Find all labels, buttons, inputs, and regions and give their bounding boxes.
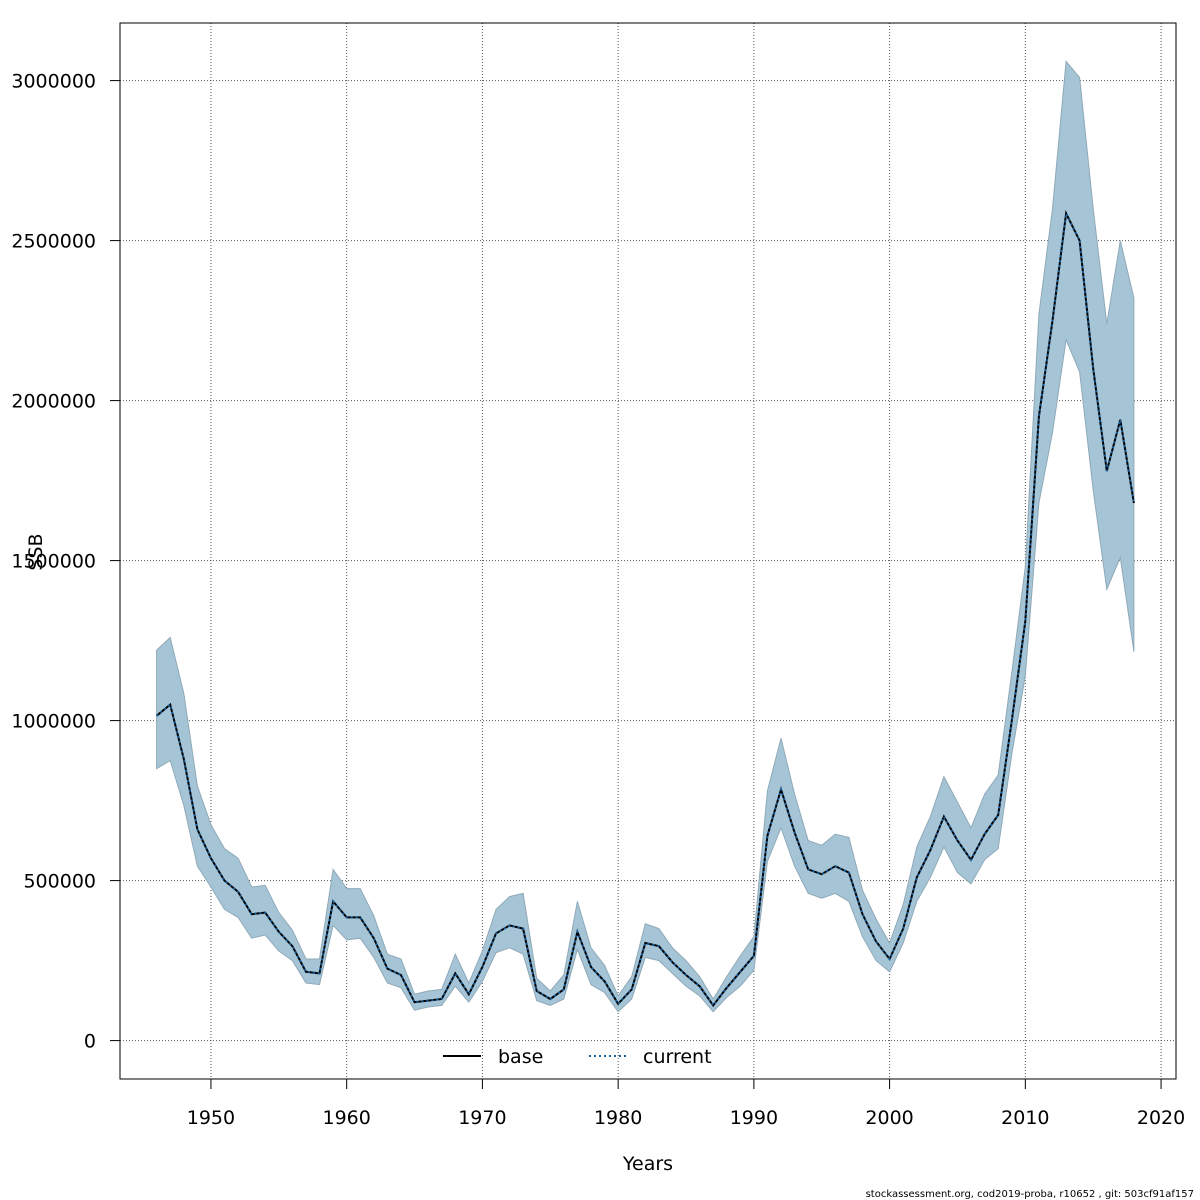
x-tick-label: 2010 [1001,1107,1049,1129]
x-tick-label: 1950 [187,1107,235,1129]
y-axis: 0 500000 1000000 1500000 2000000 2500000 30000… [11,71,121,1053]
x-tick-label: 1960 [322,1107,370,1129]
x-tick-label: 2000 [865,1107,913,1129]
x-tick-label: 1990 [730,1107,778,1129]
y-tick-label: 2500000 [11,231,96,253]
x-tick-label: 1970 [458,1107,506,1129]
series-lines [155,209,1135,1008]
x-tick-label: 2020 [1137,1107,1185,1129]
y-tick-label: 2000000 [11,391,96,413]
x-axis-title: Years [622,1153,673,1175]
series-line-current [155,209,1135,1008]
legend-current-label: current [643,1046,712,1068]
y-tick-label: 3000000 [11,71,96,93]
y-tick-label: 500000 [23,871,96,893]
y-axis-title: SSB [25,533,47,570]
confidence-band-layer [156,60,1135,1013]
legend: base current [443,1046,712,1068]
confidence-band [156,60,1135,1013]
x-tick-label: 1980 [594,1107,642,1129]
legend-base-label: base [498,1046,543,1068]
y-tick-label: 0 [84,1031,96,1053]
y-tick-label: 1000000 [11,711,96,733]
x-axis: 1950 1960 1970 1980 1990 2000 2010 2020 [187,1078,1185,1129]
y-tick-label: 1500000 [11,551,96,573]
footer-note: stockassessment.org, cod2019-proba, r106… [866,1189,1194,1200]
